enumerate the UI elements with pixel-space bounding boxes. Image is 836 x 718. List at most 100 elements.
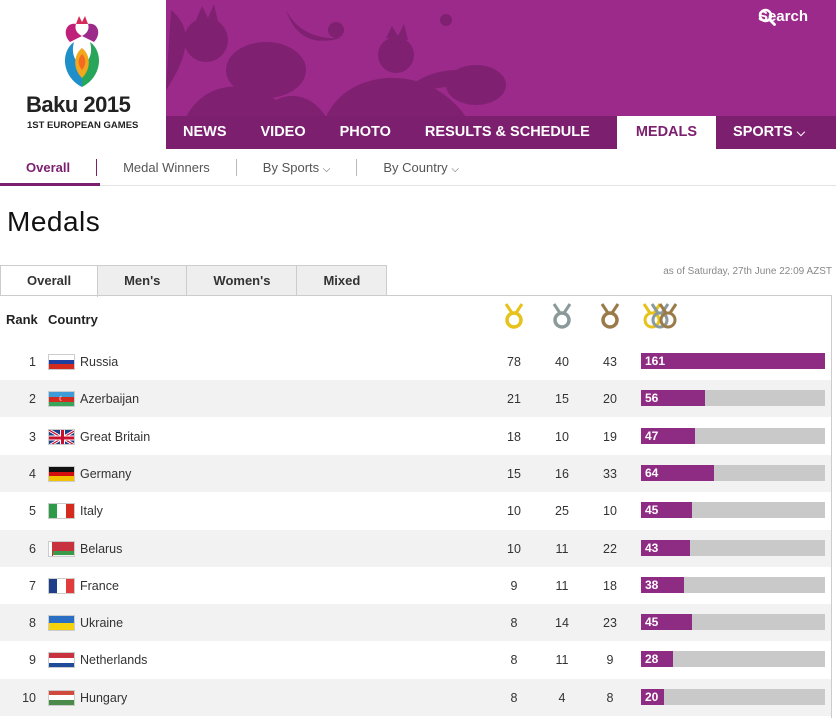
total-bar-fill (641, 576, 685, 593)
tab-overall[interactable]: Overall (1, 266, 99, 297)
country-name[interactable]: Hungary (80, 690, 128, 705)
gold-count: 8 (510, 690, 518, 705)
bronze-count: 20 (603, 392, 617, 407)
rank-cell: 7 (29, 578, 36, 593)
silver-count: 40 (555, 355, 569, 369)
total-bar-fill (641, 614, 693, 631)
subnav-overall[interactable]: Overall (0, 158, 98, 176)
table-row[interactable]: 2 ☾ Azerbaijan 21 15 20 56 (0, 380, 831, 418)
bronze-count: 18 (603, 578, 617, 593)
bronze-count: 33 (603, 466, 617, 481)
total-count: 161 (645, 354, 666, 368)
medal-table (0, 295, 832, 718)
bronze-count: 22 (603, 541, 617, 556)
total-bar-fill (641, 688, 664, 705)
brand-subtitle: 1ST EUROPEAN GAMES (27, 120, 139, 131)
subnav-by-sports-label: By Sports (262, 159, 320, 175)
silver-count: 25 (555, 504, 569, 519)
tab-mixed[interactable]: Mixed (297, 266, 387, 296)
rank-cell: 6 (29, 541, 36, 556)
silver-count: 11 (555, 578, 569, 593)
logo[interactable]: Baku 2015 1ST EUROPEAN GAMES (0, 0, 166, 149)
country-name[interactable]: Germany (80, 466, 132, 481)
sub-nav: Overall Medal Winners By Sports ⌵ By Cou… (0, 149, 836, 186)
total-count: 28 (645, 652, 659, 667)
nav-photo[interactable]: PHOTO (339, 124, 391, 140)
russia-flag-icon (48, 354, 75, 370)
table-row[interactable]: 1 Russia 78 40 43 161 (0, 343, 831, 380)
nav-medals[interactable]: MEDALS (616, 116, 717, 149)
silver-count: 14 (555, 616, 569, 631)
nav-news[interactable]: NEWS (183, 124, 227, 140)
table-row[interactable]: 8 Ukraine 8 14 23 45 (0, 604, 831, 642)
baku-flame-logo-icon (64, 16, 100, 87)
table-row[interactable]: 9 Netherlands 8 11 9 28 (0, 641, 831, 678)
country-name[interactable]: France (80, 578, 119, 593)
total-count: 20 (645, 689, 659, 704)
total-bar-fill (641, 651, 673, 668)
country-name[interactable]: Italy (80, 504, 103, 519)
rank-header: Rank (6, 312, 38, 327)
table-row[interactable]: 10 Hungary 8 4 8 20 (0, 678, 831, 716)
silver-medal-icon (552, 303, 572, 329)
bronze-count: 23 (603, 616, 617, 631)
rank-cell: 5 (29, 504, 36, 519)
as-of-timestamp: as of Saturday, 27th June 22:09 AZST (663, 266, 832, 277)
subnav-by-sports[interactable]: By Sports ⌵ (237, 158, 358, 176)
bronze-count: 8 (606, 690, 614, 705)
subnav-by-country-label: By Country (383, 159, 448, 175)
total-bar: 45 (641, 614, 825, 631)
silver-count: 4 (558, 690, 566, 705)
silver-count: 16 (555, 466, 569, 481)
gold-count: 8 (510, 653, 518, 668)
total-bar: 56 (641, 390, 825, 407)
total-count: 43 (645, 540, 659, 555)
table-row[interactable]: 7 France 9 11 18 38 (0, 567, 831, 604)
gold-medal-icon (504, 303, 524, 329)
country-name[interactable]: Netherlands (80, 653, 148, 668)
germany-flag-icon (48, 465, 75, 482)
total-count: 64 (645, 465, 659, 480)
nav-sports-label: SPORTS (733, 124, 793, 140)
search-button[interactable]: Search (758, 8, 808, 26)
rank-cell: 2 (29, 392, 36, 407)
total-bar: 20 (641, 688, 825, 705)
gold-count: 10 (507, 541, 521, 556)
active-tab-indicator (0, 183, 100, 186)
bronze-medal-icon (600, 303, 620, 329)
table-row[interactable]: 6 Belarus 10 11 22 43 (0, 529, 831, 567)
country-name[interactable]: Azerbaijan (80, 392, 140, 407)
table-row[interactable]: 5 Italy 10 25 10 45 (0, 492, 831, 529)
nav-video[interactable]: VIDEO (260, 124, 306, 140)
rank-cell: 10 (22, 690, 36, 705)
chevron-down-icon: ⌵ (322, 163, 331, 175)
total-bar-fill (641, 539, 691, 556)
bronze-count: 10 (603, 504, 617, 519)
netherlands-flag-icon (48, 652, 75, 669)
page-title: Medals (7, 206, 101, 237)
chevron-down-icon: ⌵ (796, 127, 806, 139)
nav-sports[interactable]: SPORTS ⌵ (716, 116, 822, 149)
table-row[interactable]: 3 Great Britain 18 10 19 47 (0, 418, 831, 455)
gold-count: 10 (507, 504, 521, 519)
bronze-count: 43 (603, 355, 617, 369)
rank-cell: 9 (29, 653, 36, 668)
tab-womens[interactable]: Women's (187, 266, 298, 296)
silver-count: 15 (555, 392, 569, 407)
chevron-down-icon: ⌵ (451, 163, 459, 175)
tab-mens[interactable]: Men's (98, 266, 188, 296)
subnav-medal-winners[interactable]: Medal Winners (97, 158, 237, 176)
country-name[interactable]: Belarus (80, 541, 123, 556)
country-name[interactable]: Ukraine (80, 616, 124, 631)
table-row[interactable]: 4 Germany 15 16 33 64 (0, 454, 831, 492)
country-name[interactable]: Russia (80, 355, 119, 369)
medal-tabs: Overall Men's Women's Mixed (0, 265, 388, 297)
total-bar: 64 (641, 464, 825, 481)
nav-results-schedule[interactable]: RESULTS & SCHEDULE (424, 124, 590, 140)
total-bar-fill (641, 390, 705, 407)
gold-count: 9 (510, 578, 518, 593)
country-name[interactable]: Great Britain (80, 429, 151, 444)
total-bar: 161 (641, 353, 825, 369)
subnav-by-country[interactable]: By Country ⌵ (357, 159, 485, 176)
gold-count: 18 (507, 429, 521, 444)
